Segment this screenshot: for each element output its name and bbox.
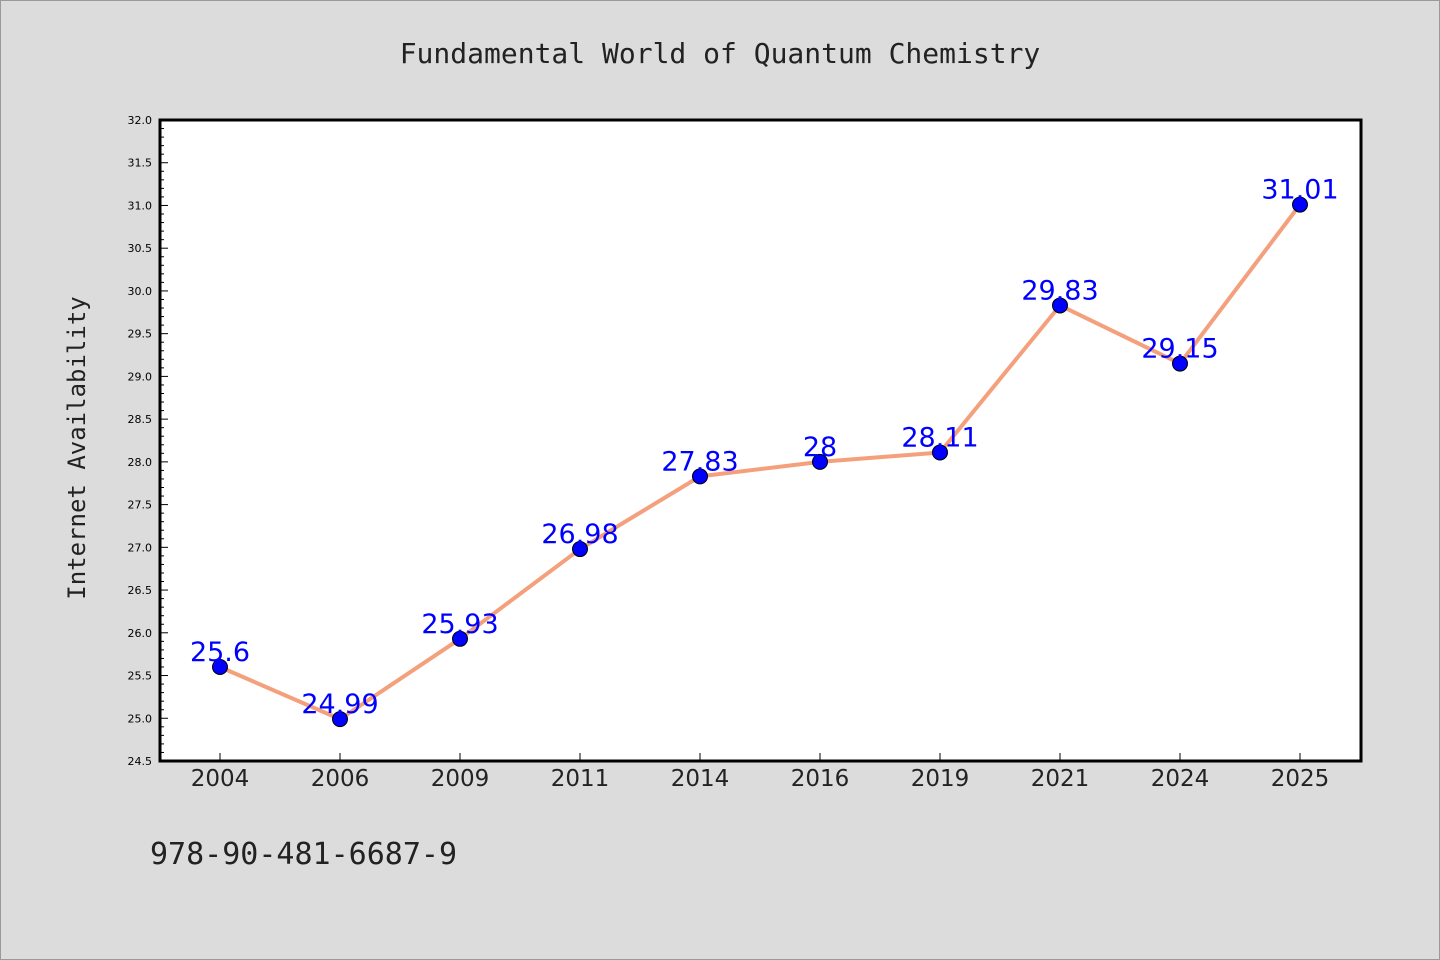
- x-axis: 2004 2006 2009 2011 2014 2016 2019 2021 2024 2025: [191, 753, 1330, 792]
- y-tick-label: 26.0: [128, 627, 153, 640]
- y-tick-label: 25.0: [128, 712, 153, 725]
- x-tick-label: 2014: [671, 766, 730, 792]
- x-tick-label: 2016: [791, 766, 850, 792]
- x-tick-label: 2019: [911, 766, 970, 792]
- data-label: 29.83: [1021, 275, 1098, 306]
- isbn-text: 978-90-481-6687-9: [150, 837, 457, 872]
- data-point: [212, 658, 228, 675]
- series-line: [219, 203, 1302, 722]
- data-point: [332, 711, 348, 728]
- x-tick-label: 2009: [431, 766, 490, 792]
- data-label: 28.11: [901, 422, 978, 453]
- y-tick-label: 30.0: [128, 285, 153, 298]
- data-point: [1292, 196, 1308, 213]
- y-tick-label: 27.5: [128, 499, 153, 512]
- x-tick-label: 2011: [551, 766, 610, 792]
- plot-area: [158, 118, 1363, 763]
- data-label: 29.15: [1141, 334, 1218, 365]
- data-label: 27.83: [661, 446, 738, 477]
- x-tick-label: 2025: [1271, 766, 1330, 792]
- y-tick-label: 31.0: [128, 199, 153, 212]
- y-tick-label: 30.5: [128, 242, 153, 255]
- y-tick-label: 26.5: [128, 584, 153, 597]
- y-tick-label: 31.5: [128, 157, 153, 170]
- y-tick-label: 27.0: [128, 541, 153, 554]
- y-tick-label: 25.5: [128, 670, 153, 683]
- data-point: [572, 541, 588, 558]
- data-label: 31.01: [1261, 175, 1338, 206]
- x-tick-label: 2004: [191, 766, 250, 792]
- data-point: [1052, 297, 1068, 314]
- y-axis: 24.5 25.0 25.5 26.0 26.5 27.0 27.5 28.0 28.5 29.0…: [128, 114, 168, 768]
- data-point: [932, 444, 948, 461]
- y-tick-label: 28.0: [128, 456, 153, 469]
- data-point: [812, 453, 828, 470]
- x-tick-label: 2024: [1151, 766, 1210, 792]
- data-label: 26.98: [541, 519, 618, 550]
- data-labels: 25.6 24.99 25.93 26.98 27.83 28 28.11 29.83 29.1…: [190, 175, 1339, 721]
- chart-title: Fundamental World of Quantum Chemistry: [400, 37, 1041, 70]
- data-label: 24.99: [301, 689, 378, 720]
- y-tick-label: 29.0: [128, 370, 153, 383]
- data-label: 25.93: [421, 609, 498, 640]
- data-label: 28: [803, 432, 837, 463]
- y-tick-label: 29.5: [128, 328, 153, 341]
- data-point: [452, 630, 468, 647]
- data-point: [1172, 355, 1188, 372]
- data-label: 25.6: [190, 637, 250, 668]
- data-point: [692, 468, 708, 485]
- x-tick-label: 2021: [1031, 766, 1090, 792]
- y-tick-label: 32.0: [128, 114, 153, 127]
- y-tick-label: 28.5: [128, 413, 153, 426]
- y-axis-label: Internet Availability: [63, 296, 91, 599]
- y-tick-label: 24.5: [128, 755, 153, 768]
- x-tick-label: 2006: [311, 766, 370, 792]
- series-line-group: [212, 196, 1308, 728]
